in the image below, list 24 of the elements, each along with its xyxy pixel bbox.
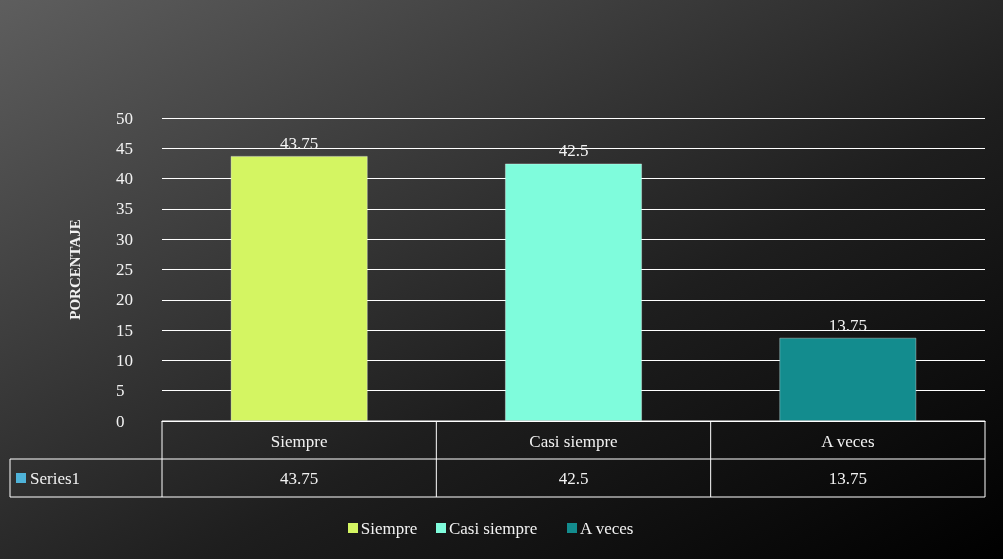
y-tick-label: 20	[116, 290, 133, 310]
y-axis-title: PORCENTAJE	[66, 219, 83, 320]
y-tick-label: 35	[116, 199, 133, 219]
y-tick-label: 5	[116, 381, 125, 401]
y-tick-label: 50	[116, 108, 133, 128]
x-tick-label: A veces	[821, 432, 875, 451]
data-label: 42.5	[558, 468, 589, 488]
y-tick-label: 0	[116, 411, 125, 431]
category-label: Siempre	[360, 518, 418, 538]
x-tick-label: Casi siempre	[529, 432, 618, 451]
y-tick-label: 40	[116, 169, 133, 189]
text: Series1	[30, 468, 81, 488]
y-tick-label: 30	[116, 229, 133, 249]
data-label: 43.75	[280, 468, 319, 488]
y-tick-label: 10	[116, 350, 133, 370]
y-tick-label: 45	[116, 138, 133, 158]
data-label: 13.75	[828, 468, 867, 488]
category-label: A veces	[580, 518, 634, 538]
x-tick-label: Siempre	[270, 432, 328, 451]
y-tick-label: 15	[116, 320, 133, 340]
category-label: Casi siempre	[448, 518, 538, 538]
y-tick-label: 25	[116, 260, 133, 279]
annotation: 13.75	[828, 315, 867, 335]
annotation: 43.75	[280, 133, 319, 153]
